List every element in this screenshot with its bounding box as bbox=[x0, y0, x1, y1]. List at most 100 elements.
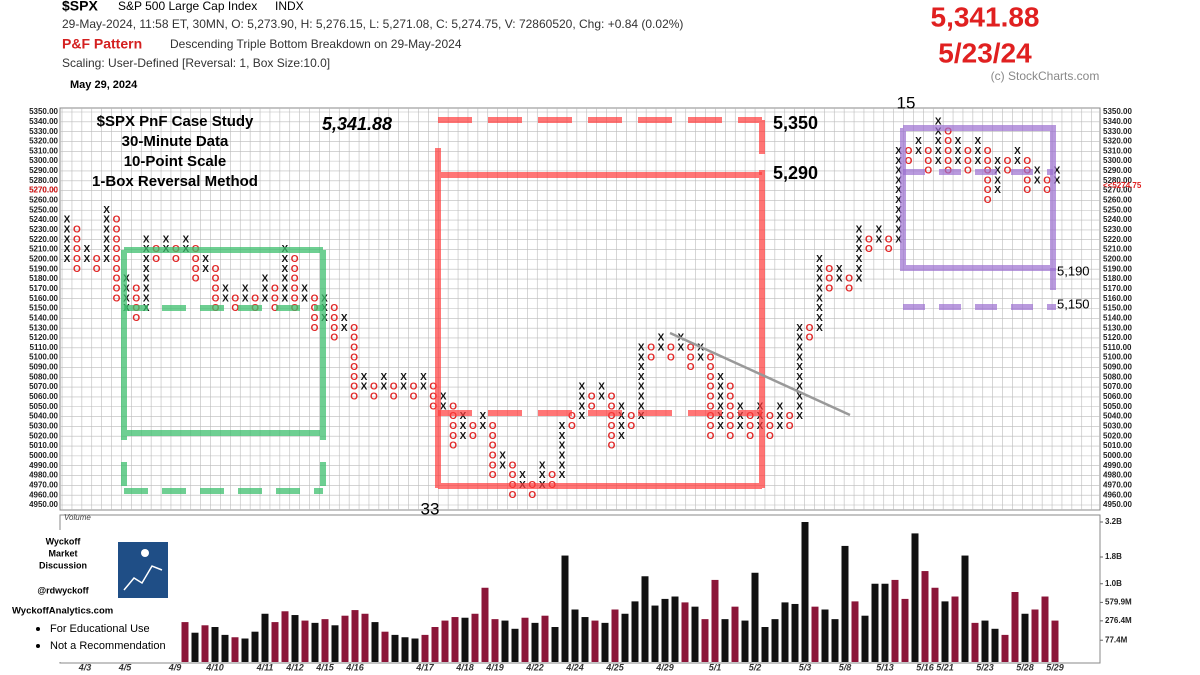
volume-bar bbox=[441, 620, 449, 662]
y-tick-label-right: 5150.00 bbox=[1103, 304, 1132, 313]
x-box: X bbox=[776, 421, 783, 432]
o-box: O bbox=[330, 303, 338, 314]
resistance-label: 5,350 bbox=[773, 113, 818, 133]
volume-bar bbox=[621, 613, 629, 662]
x-box: X bbox=[638, 382, 645, 393]
o-box: O bbox=[964, 166, 972, 177]
volume-bar bbox=[271, 622, 279, 662]
o-box: O bbox=[608, 421, 616, 432]
o-box: O bbox=[825, 283, 833, 294]
volume-bar bbox=[681, 602, 689, 662]
volume-bar bbox=[611, 609, 619, 662]
volume-bar bbox=[1001, 634, 1009, 662]
o-box: O bbox=[73, 225, 81, 236]
x-box: X bbox=[856, 264, 863, 275]
x-box: X bbox=[836, 274, 843, 285]
x-tick-label: 4/17 bbox=[415, 662, 435, 672]
x-box: X bbox=[143, 234, 150, 245]
o-box: O bbox=[865, 234, 873, 245]
o-box: O bbox=[647, 342, 655, 353]
x-box: X bbox=[717, 411, 724, 422]
y-tick-label: 5340.00 bbox=[29, 117, 58, 126]
x-box: X bbox=[143, 254, 150, 265]
o-box: O bbox=[1023, 175, 1031, 186]
volume-bar bbox=[651, 605, 659, 662]
volume-bars: 3.2B 1.8B 1.0B 579.9M 276.4M 77.4M 4/3 4/5 4/9 4/… bbox=[61, 517, 1132, 672]
volume-bar bbox=[561, 555, 569, 662]
o-box: O bbox=[350, 342, 358, 353]
volume-bar bbox=[951, 596, 959, 662]
x-box: X bbox=[796, 352, 803, 363]
x-box: X bbox=[618, 421, 625, 432]
x-box: X bbox=[737, 411, 744, 422]
y-tick-label: 5070.00 bbox=[29, 382, 58, 391]
x-box: X bbox=[262, 293, 269, 304]
o-box: O bbox=[192, 254, 200, 265]
o-box: O bbox=[726, 431, 734, 442]
volume-tick-label: 579.9M bbox=[1105, 598, 1132, 607]
x-box: X bbox=[796, 323, 803, 334]
o-box: O bbox=[726, 401, 734, 412]
x-box: X bbox=[341, 323, 348, 334]
x-box: X bbox=[578, 392, 585, 403]
y-tick-label-right: 5200.00 bbox=[1103, 254, 1132, 263]
x-box: X bbox=[202, 254, 209, 265]
o-box: O bbox=[271, 283, 279, 294]
x-tick-label: 4/29 bbox=[655, 662, 674, 672]
o-box: O bbox=[806, 333, 814, 344]
volume-bar bbox=[851, 601, 859, 662]
x-box: X bbox=[64, 215, 71, 226]
y-tick-label: 5050.00 bbox=[29, 402, 58, 411]
support-label: 5,190 bbox=[1057, 263, 1090, 278]
volume-bar bbox=[531, 622, 539, 662]
o-box: O bbox=[667, 342, 675, 353]
x-box: X bbox=[64, 254, 71, 265]
logo-text: Discussion bbox=[39, 560, 87, 570]
o-box: O bbox=[489, 431, 497, 442]
o-box: O bbox=[113, 254, 121, 265]
y-tick-label-right: 5050.00 bbox=[1103, 402, 1132, 411]
o-box: O bbox=[192, 274, 200, 285]
o-box: O bbox=[370, 392, 378, 403]
volume-bar bbox=[321, 619, 329, 662]
x-tick-label: 4/15 bbox=[315, 662, 335, 672]
o-box: O bbox=[786, 411, 794, 422]
o-box: O bbox=[865, 244, 873, 255]
o-box: O bbox=[449, 421, 457, 432]
y-tick-label-right: 4950.00 bbox=[1103, 500, 1132, 509]
x-box: X bbox=[856, 274, 863, 285]
x-box: X bbox=[638, 362, 645, 373]
x-tick-label: 4/10 bbox=[205, 662, 224, 672]
y-tick-label: 5310.00 bbox=[29, 146, 58, 155]
o-box: O bbox=[707, 392, 715, 403]
x-tick-label: 5/16 bbox=[916, 662, 935, 672]
o-box: O bbox=[1004, 156, 1012, 167]
volume-tick-label: 1.0B bbox=[1105, 579, 1122, 588]
x-box: X bbox=[380, 382, 387, 393]
x-box: X bbox=[875, 234, 882, 245]
volume-bar bbox=[471, 613, 479, 662]
o-box: O bbox=[608, 431, 616, 442]
o-box: O bbox=[905, 146, 913, 157]
x-box: X bbox=[796, 392, 803, 403]
o-box: O bbox=[746, 421, 754, 432]
x-box: X bbox=[658, 333, 665, 344]
o-box: O bbox=[984, 185, 992, 196]
volume-label: Volume bbox=[64, 513, 91, 522]
x-box: X bbox=[420, 382, 427, 393]
volume-bar bbox=[1041, 596, 1049, 662]
y-tick-label: 5300.00 bbox=[29, 156, 58, 165]
volume-bar bbox=[431, 627, 439, 662]
y-tick-label-right: 4980.00 bbox=[1103, 471, 1132, 480]
x-box: X bbox=[895, 146, 902, 157]
volume-bar bbox=[391, 634, 399, 662]
red-box-frame bbox=[435, 148, 765, 489]
o-box: O bbox=[330, 333, 338, 344]
x-box: X bbox=[935, 126, 942, 137]
x-box: X bbox=[143, 283, 150, 294]
x-tick-label: 5/3 bbox=[799, 662, 812, 672]
note: For Educational Use bbox=[50, 623, 150, 635]
y-tick-label-right: 5320.00 bbox=[1103, 137, 1132, 146]
x-box: X bbox=[598, 392, 605, 403]
